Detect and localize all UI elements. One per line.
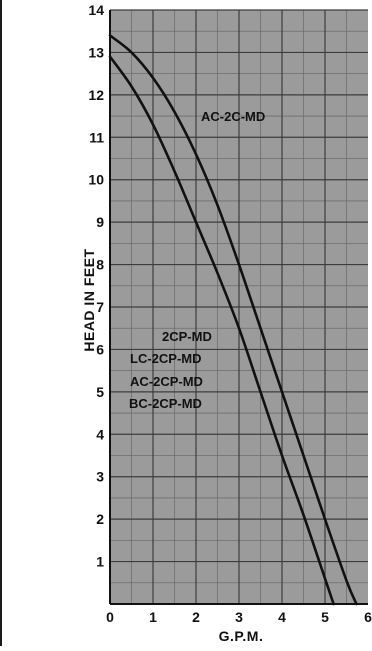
y-tick-label: 12 <box>88 87 104 103</box>
y-tick-label: 10 <box>88 172 104 188</box>
x-axis-title: G.P.M. <box>219 628 264 644</box>
x-tick-label: 2 <box>192 609 200 625</box>
y-tick-label: 1 <box>96 554 104 570</box>
curve-label-bc-2cp-md: BC-2CP-MD <box>129 396 202 411</box>
y-tick-label: 13 <box>88 44 104 60</box>
x-tick-label: 4 <box>278 609 286 625</box>
curves <box>108 34 358 606</box>
y-tick-label: 7 <box>96 299 104 315</box>
curve-labels: AC-2C-MD 2CP-MD LC-2CP-MD AC-2CP-MD BC-2CP-M… <box>129 109 265 411</box>
curve-label-2cp-md: 2CP-MD <box>162 329 212 344</box>
y-tick-label: 3 <box>96 469 104 485</box>
x-tick-labels: 0 1 2 3 4 5 6 <box>106 609 372 625</box>
major-gridlines <box>110 9 368 604</box>
scan-edge <box>0 0 2 646</box>
x-tick-label: 0 <box>106 609 114 625</box>
y-tick-label: 11 <box>89 129 104 145</box>
y-tick-label: 4 <box>96 426 104 442</box>
y-tick-label: 8 <box>96 257 104 273</box>
y-tick-label: 14 <box>88 2 104 18</box>
y-tick-label: 9 <box>96 214 104 230</box>
curve-label-ac-2cp-md: AC-2CP-MD <box>130 374 203 389</box>
x-tick-label: 1 <box>149 609 157 625</box>
curve-label-ac-2c-md: AC-2C-MD <box>201 109 265 124</box>
curve-2 <box>108 55 335 606</box>
curve-1 <box>108 34 358 606</box>
x-tick-label: 6 <box>364 609 372 625</box>
curve-label-lc-2cp-md: LC-2CP-MD <box>130 351 202 366</box>
x-tick-label: 3 <box>235 609 243 625</box>
y-tick-label: 2 <box>96 511 104 527</box>
y-tick-label: 6 <box>96 341 104 357</box>
y-axis-title: HEAD IN FEET <box>81 248 97 351</box>
x-tick-label: 5 <box>321 609 329 625</box>
y-tick-label: 5 <box>96 384 104 400</box>
